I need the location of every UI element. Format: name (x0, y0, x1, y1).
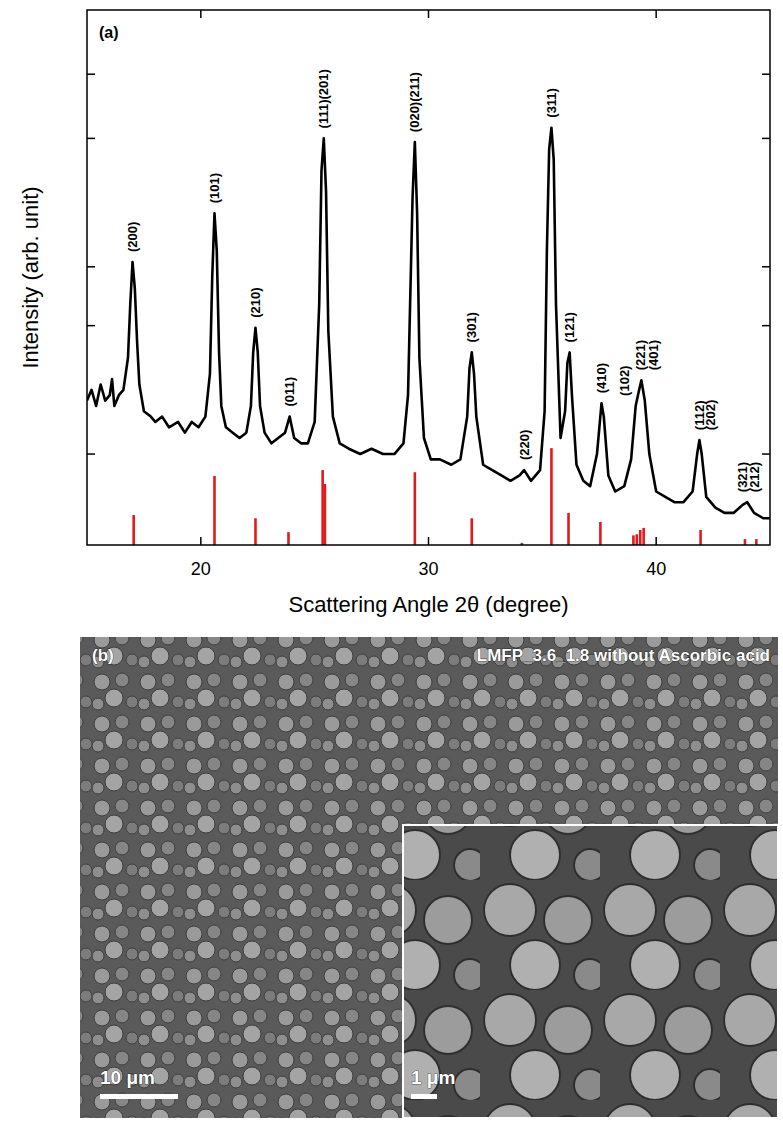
scale-bar-label: 10 μm (100, 1067, 155, 1088)
y-tick (87, 453, 95, 455)
reference-peak (550, 448, 553, 545)
x-tick-top (655, 10, 657, 18)
peak-label: (121) (562, 312, 577, 342)
x-tick-top (428, 10, 430, 18)
peak-label: (011) (282, 377, 297, 407)
plot-data (87, 128, 770, 545)
reference-peak (642, 528, 645, 545)
peak-label: (401) (646, 340, 661, 370)
peak-label: (020)(211) (407, 72, 422, 132)
reference-peak (470, 518, 473, 545)
reference-peak (213, 476, 216, 545)
reference-peak (254, 518, 257, 545)
peak-label: (210) (248, 287, 263, 317)
reference-peak (599, 522, 602, 545)
peak-label: (101) (207, 173, 222, 203)
reference-peak (324, 484, 327, 545)
scale-bar (100, 1094, 178, 1099)
x-tick-label: 30 (418, 559, 438, 579)
reference-peak (636, 534, 639, 545)
reference-peak (132, 515, 135, 545)
reference-peak (321, 470, 324, 545)
inset-scale-bar (411, 1094, 437, 1099)
peak-label: (301) (464, 312, 479, 342)
reference-peak (755, 539, 758, 545)
reference-peak (744, 539, 747, 545)
x-tick (428, 537, 430, 545)
peak-label: (202) (703, 400, 718, 430)
y-tick-right (762, 453, 770, 455)
x-tick (200, 537, 202, 545)
xrd-pattern (87, 128, 770, 519)
reference-peak (632, 535, 635, 545)
y-tick-right (762, 73, 770, 75)
sem-image (80, 637, 778, 1118)
peak-label: (220) (517, 430, 532, 460)
y-axis-title: Intensity (arb. unit) (18, 186, 43, 368)
peak-label: (311) (544, 88, 559, 118)
reference-peak (414, 472, 417, 545)
y-tick (87, 73, 95, 75)
peak-label: (200) (125, 222, 140, 252)
x-tick-top (200, 10, 202, 18)
reference-peak (699, 530, 702, 545)
sem-inset (403, 825, 778, 1118)
peak-label: (102) (617, 366, 632, 396)
y-tick (87, 138, 95, 140)
panel-label: (b) (92, 646, 114, 665)
inset-scale-bar-label: 1 μm (411, 1067, 455, 1088)
y-tick (87, 325, 95, 327)
x-tick-label: 20 (191, 559, 211, 579)
plot-frame (87, 10, 770, 545)
x-tick-label: 40 (646, 559, 666, 579)
y-tick-right (762, 138, 770, 140)
y-tick-right (762, 266, 770, 268)
y-tick (87, 266, 95, 268)
figure: 20 30 40 Scattering Angle 2θ (degree) Intens… (0, 0, 783, 1124)
panel-label: (a) (99, 24, 119, 41)
peak-label: (212) (747, 462, 762, 492)
sem-background (80, 637, 778, 1118)
peak-label: (410) (594, 363, 609, 393)
reference-peak (639, 530, 642, 545)
image-title: LMFP_3.6_1.8 without Ascorbic acid (477, 646, 770, 665)
x-tick (655, 537, 657, 545)
x-axis-title: Scattering Angle 2θ (degree) (288, 592, 568, 617)
reference-peak (567, 513, 570, 545)
reference-peak (287, 532, 290, 545)
peak-label: (111)(201) (316, 69, 331, 128)
y-tick-right (762, 325, 770, 327)
